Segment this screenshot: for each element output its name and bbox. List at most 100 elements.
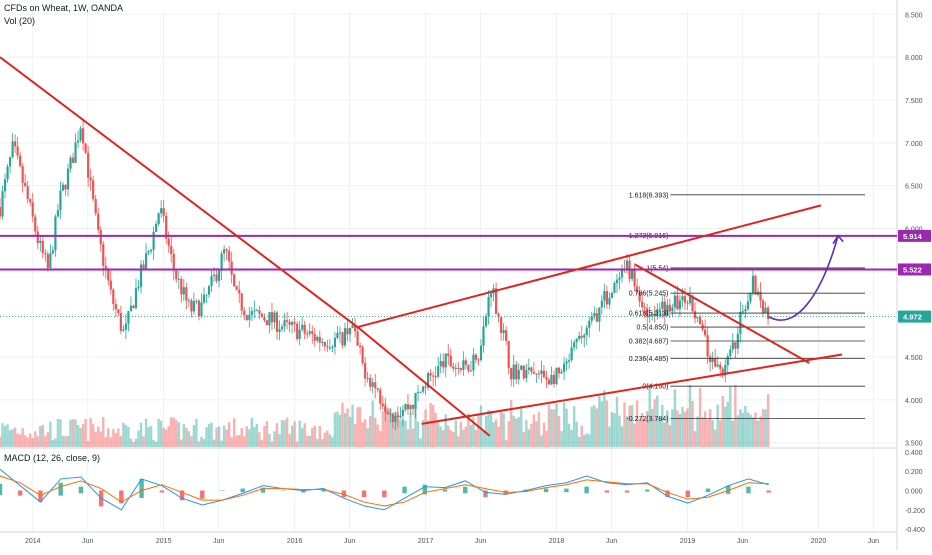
candle-body: [144, 253, 148, 269]
volume-bar: [129, 438, 133, 447]
volume-bar: [736, 415, 740, 447]
volume-bar: [600, 401, 604, 447]
projection-arrowhead: [832, 234, 844, 245]
candle-body: [336, 332, 339, 338]
volume-bar: [454, 420, 458, 447]
macd-histogram-bar: [139, 478, 144, 498]
candle-body: [686, 302, 689, 304]
candle-body: [593, 313, 596, 317]
candle-body: [751, 275, 755, 293]
candle-body: [155, 223, 158, 232]
volume-bar: [482, 430, 485, 447]
candle-body: [565, 361, 568, 364]
candle-body: [351, 324, 354, 328]
level-badge-bg: [898, 263, 931, 276]
candles: [0, 120, 770, 430]
candle-body: [107, 269, 110, 281]
macd-histogram-bar: [200, 490, 205, 499]
volume-bar: [278, 434, 281, 447]
volume-bar: [691, 400, 694, 447]
candle-body: [457, 367, 460, 369]
volume-bar: [280, 419, 284, 447]
volume-bar: [414, 406, 417, 447]
volume-bar: [210, 422, 213, 447]
candle-body: [585, 327, 588, 336]
volume-bar: [308, 435, 311, 447]
candle-body: [583, 335, 586, 338]
candle-body: [656, 309, 659, 317]
candle-body: [371, 382, 374, 387]
volume-bar: [608, 426, 611, 447]
projection-curve: [768, 235, 839, 321]
volume-bar: [439, 426, 442, 447]
candle-body: [268, 312, 271, 326]
candle-body: [396, 415, 399, 417]
time-axis-label: 2015: [156, 538, 172, 545]
volume-bar: [442, 430, 445, 447]
candle-body: [147, 251, 150, 254]
candle-body: [132, 305, 135, 308]
volume-bar: [76, 425, 80, 447]
volume-bar: [661, 404, 664, 447]
volume-bar: [374, 417, 377, 447]
volume-bar: [708, 409, 712, 447]
volume-bar: [376, 424, 379, 447]
candle-body: [185, 287, 188, 301]
candle-body: [570, 347, 573, 361]
candle-body: [749, 292, 752, 302]
volume-bar: [421, 419, 425, 447]
volume-bar: [557, 415, 561, 447]
candle-body: [139, 264, 143, 287]
volume-bar: [517, 417, 520, 447]
candle-body: [175, 270, 178, 280]
candle-body: [258, 310, 261, 314]
volume-bar: [688, 385, 692, 447]
volume-bar: [86, 441, 90, 447]
volume-bar: [741, 412, 745, 447]
macd-histogram-bar: [564, 488, 569, 493]
candle-body: [573, 342, 576, 348]
trendline: [0, 56, 359, 328]
candle-body: [560, 371, 563, 374]
candle-body: [346, 328, 349, 335]
candle-body: [399, 415, 402, 417]
volume-bar: [245, 426, 248, 447]
macd-legend[interactable]: MACD (12, 26, close, 9): [4, 453, 101, 463]
candle-body: [615, 279, 619, 284]
volume-bar: [734, 384, 737, 447]
candle-body: [3, 179, 7, 192]
candle-body: [8, 157, 12, 167]
volume-bar: [580, 425, 583, 447]
candle-body: [744, 309, 747, 312]
macd-histogram-bar: [0, 483, 3, 496]
candle-body: [540, 370, 543, 374]
volume-bar: [651, 408, 654, 447]
candle-body: [409, 404, 412, 410]
volume-bar: [381, 411, 384, 447]
volume-bar: [746, 412, 750, 447]
candle-body: [479, 345, 483, 361]
volume-bar: [91, 423, 95, 447]
volume-bar: [356, 407, 359, 447]
price-axis-label: 7.000: [905, 141, 923, 148]
volume-bar: [112, 428, 115, 447]
candle-body: [414, 392, 417, 409]
volume-bar: [585, 433, 588, 447]
volume-bar: [3, 426, 7, 447]
level-badge-bg: [898, 229, 931, 242]
candle-body: [122, 329, 125, 331]
volume-bar: [572, 406, 576, 447]
symbol-legend[interactable]: CFDs on Wheat, 1W, OANDA: [4, 3, 124, 13]
candle-body: [192, 301, 196, 312]
time-axis-label: Jun: [213, 538, 224, 545]
volume-bar: [97, 426, 100, 447]
candle-body: [651, 314, 654, 316]
candle-body: [49, 253, 52, 269]
volume-bar: [666, 410, 669, 447]
volume-legend[interactable]: Vol (20): [4, 16, 36, 26]
fib-level-label: -0.272(3.784): [626, 416, 668, 423]
candle-body: [547, 379, 551, 385]
volume-bar: [515, 418, 518, 447]
